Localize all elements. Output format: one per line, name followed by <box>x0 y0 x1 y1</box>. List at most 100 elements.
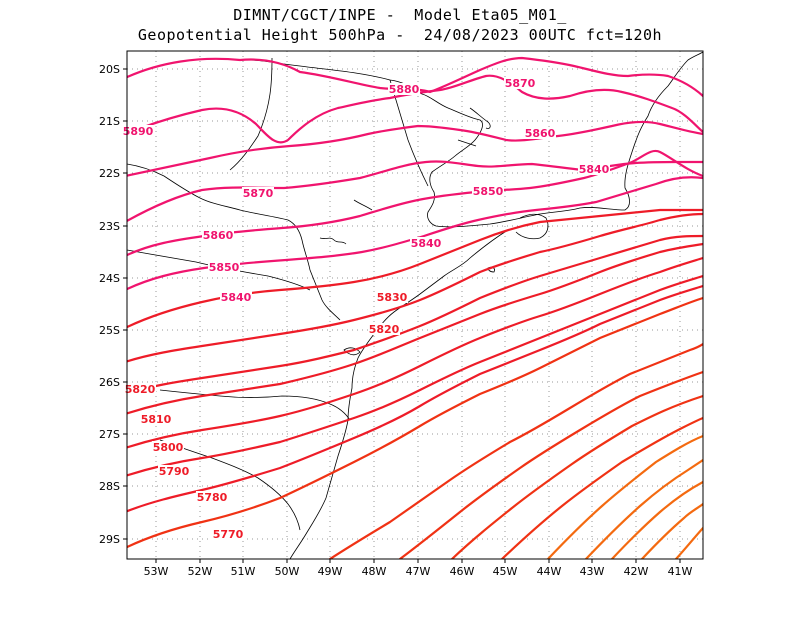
lon-tick-label: 51W <box>231 565 256 578</box>
lon-tick-label: 41W <box>668 565 693 578</box>
contour-label: 5850 <box>473 185 504 198</box>
lagoon <box>343 347 361 356</box>
lat-tick-label: 26S <box>99 376 120 389</box>
contour-label: 5860 <box>525 127 556 140</box>
contour-label-bg <box>140 413 172 425</box>
bay-2 <box>457 139 477 147</box>
contour-label: 5790 <box>159 465 190 478</box>
contour-line-15 <box>398 370 703 559</box>
contour-line-22 <box>674 526 703 559</box>
coastline <box>247 51 703 228</box>
contour-label: 5820 <box>369 323 400 336</box>
contour-label-bg <box>410 237 442 249</box>
map-title-line-1: DIMNT/CGCT/INPE - Model Eta05_M01_ <box>233 6 567 24</box>
river-2 <box>353 199 373 211</box>
map-frame <box>126 50 704 560</box>
coastline-south <box>289 229 509 559</box>
state-border-5 <box>229 57 273 171</box>
contour-label-bg <box>124 383 156 395</box>
contour-line-18 <box>546 434 703 559</box>
contour-label-bg <box>376 291 408 303</box>
contour-label: 5840 <box>579 163 610 176</box>
lat-tick-label: 20S <box>99 63 120 76</box>
lon-tick-label: 52W <box>188 565 213 578</box>
contour-label-bg <box>212 528 244 540</box>
lat-tick-label: 21S <box>99 115 120 128</box>
contour-label-bg <box>202 229 234 241</box>
contour-label-bg <box>368 323 400 335</box>
contour-label-bg <box>578 163 610 175</box>
contour-label-bg <box>220 291 252 303</box>
latitude-axis: 20S 21S 22S 23S 24S 25S 26S 27S 28S 29S <box>99 63 127 546</box>
contour-line-14 <box>328 342 703 559</box>
contour-label-bg <box>196 491 228 503</box>
contour-label: 5810 <box>141 413 172 426</box>
state-border-1 <box>127 163 341 321</box>
contour-line-9 <box>127 242 703 415</box>
contour-label: 5880 <box>389 83 420 96</box>
contour-label-bg <box>524 127 556 139</box>
contour-label: 5850 <box>209 261 240 274</box>
lon-tick-label: 46W <box>450 565 475 578</box>
river-1 <box>319 237 347 245</box>
lon-tick-label: 42W <box>624 565 649 578</box>
lat-tick-label: 29S <box>99 533 120 546</box>
contour-label: 5870 <box>505 77 536 90</box>
contour-line-16 <box>450 394 703 559</box>
contour-label-bg <box>122 125 154 137</box>
contour-label: 5840 <box>411 237 442 250</box>
lon-tick-label: 44W <box>537 565 562 578</box>
contour-line-8 <box>127 234 703 395</box>
lon-tick-label: 49W <box>318 565 343 578</box>
contour-line-7 <box>127 212 703 363</box>
lat-tick-label: 22S <box>99 167 120 180</box>
contour-line-13 <box>127 296 703 549</box>
contour-line-21 <box>640 502 703 559</box>
contour-label: 5780 <box>197 491 228 504</box>
contour-line-4 <box>127 149 703 257</box>
contour-label: 5830 <box>377 291 408 304</box>
lat-tick-label: 23S <box>99 220 120 233</box>
state-border-4 <box>159 439 301 531</box>
contour-line-11 <box>127 274 703 477</box>
state-border-7 <box>515 213 549 240</box>
contour-label: 5820 <box>125 383 156 396</box>
lat-tick-label: 28S <box>99 480 120 493</box>
contour-label: 5800 <box>153 441 184 454</box>
contour-label: 5840 <box>221 291 252 304</box>
contour-line-10 <box>127 256 703 449</box>
contour-line-1 <box>127 74 703 144</box>
lat-tick-label: 24S <box>99 272 120 285</box>
contour-label: 5860 <box>203 229 234 242</box>
lat-tick-label: 27S <box>99 428 120 441</box>
state-border-3 <box>159 389 351 421</box>
lat-tick-label: 25S <box>99 324 120 337</box>
longitude-axis: 53W 52W 51W 50W 49W 48W 47W 46W 45W 44W 43W 42W 41W <box>144 559 693 578</box>
contour-line-12 <box>127 284 703 513</box>
contour-label-bg <box>242 187 274 199</box>
contour-label-group: 5890 5880 5870 5870 5860 5860 5850 5850 5840 5840… <box>122 77 610 541</box>
map-title-line-2: Geopotential Height 500hPa - 24/08/2023 … <box>137 26 663 44</box>
contour-line-0 <box>127 56 703 98</box>
lon-tick-label: 47W <box>406 565 431 578</box>
contour-line-17 <box>500 416 703 559</box>
lon-tick-label: 53W <box>144 565 169 578</box>
contour-line-20 <box>610 480 703 559</box>
coastline-and-borders <box>127 51 703 559</box>
lon-tick-label: 48W <box>362 565 387 578</box>
contour-label-bg <box>152 441 184 453</box>
contour-line-2 <box>127 120 703 177</box>
contour-label-bg <box>208 261 240 273</box>
contour-line-19 <box>584 458 703 559</box>
contour-label: 5890 <box>123 125 154 138</box>
contour-label: 5770 <box>213 528 244 541</box>
lon-tick-label: 45W <box>493 565 518 578</box>
lon-tick-label: 50W <box>275 565 300 578</box>
bay-1 <box>469 107 491 129</box>
contour-label-bg <box>158 465 190 477</box>
contour-label-bg <box>388 83 420 95</box>
contour-label: 5870 <box>243 187 274 200</box>
geopotential-contours <box>127 56 703 559</box>
contour-line-3 <box>127 160 703 223</box>
